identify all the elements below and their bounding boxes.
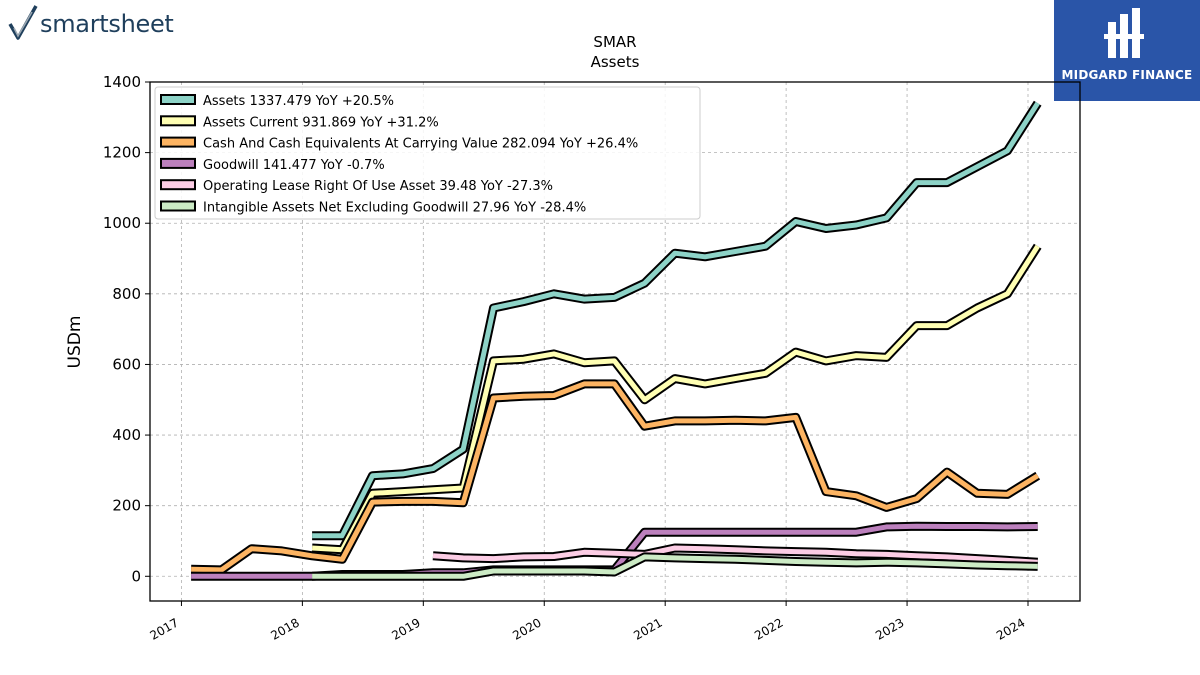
legend-entry: Operating Lease Right Of Use Asset 39.48… <box>203 179 553 194</box>
plot-frame <box>149 81 1081 602</box>
series-line <box>312 554 1038 579</box>
series-line <box>191 381 1040 573</box>
y-axis-label: USDm <box>65 316 85 369</box>
x-tick-label: 2021 <box>631 615 664 642</box>
legend-swatch <box>160 200 196 212</box>
legend-swatch <box>160 157 196 169</box>
y-tick-label: 200 <box>112 497 141 515</box>
y-axis-ticks: 0 200 400 600 800 1000 1200 1400 <box>103 73 150 585</box>
y-tick-label: 1400 <box>103 73 141 91</box>
x-tick-label: 2017 <box>147 615 180 642</box>
legend-entry: Goodwill 141.477 YoY -0.7% <box>203 158 385 173</box>
legend-swatch <box>160 136 196 148</box>
chart-subtitle: Assets <box>591 53 640 71</box>
legend-entry: Intangible Assets Net Excluding Goodwill… <box>203 201 586 216</box>
series-line <box>312 101 1040 539</box>
x-tick-label: 2020 <box>510 615 543 642</box>
midgard-finance-wordmark: MIDGARD FINANCE <box>1061 68 1193 82</box>
series-line <box>311 244 1040 553</box>
series-outline <box>190 379 1041 575</box>
y-tick-label: 0 <box>131 567 141 585</box>
y-tick-label: 1000 <box>103 214 141 232</box>
legend-swatch <box>160 179 196 191</box>
x-tick-label: 2022 <box>752 615 785 642</box>
legend-entry: Assets 1337.479 YoY +20.5% <box>203 94 394 109</box>
checkmark-logo-icon <box>8 5 38 40</box>
chart-title: SMAR <box>593 33 636 51</box>
x-tick-label: 2024 <box>994 615 1027 642</box>
smartsheet-wordmark: smartsheet <box>40 10 174 38</box>
legend-swatch <box>160 94 196 105</box>
y-tick-label: 400 <box>112 426 141 444</box>
y-tick-label: 800 <box>112 285 141 303</box>
series-line <box>432 545 1038 565</box>
legend: Assets 1337.479 YoY +20.5% Assets Current… <box>154 86 701 220</box>
y-tick-label: 1200 <box>103 144 141 162</box>
legend-entry: Assets Current 931.869 YoY +31.2% <box>203 115 439 130</box>
legend-entry: Cash And Cash Equivalents At Carrying Va… <box>203 137 638 152</box>
y-tick-label: 600 <box>112 355 141 373</box>
midgard-emblem-icon <box>1104 8 1144 58</box>
smartsheet-logo: smartsheet <box>6 4 206 44</box>
legend-swatch <box>160 115 196 127</box>
x-axis-ticks: 2017 2018 2019 2020 2021 2022 2023 2024 <box>147 601 1029 643</box>
x-tick-label: 2023 <box>873 615 906 642</box>
x-tick-label: 2018 <box>268 615 301 642</box>
legend-box <box>154 86 701 220</box>
midgard-finance-logo: MIDGARD FINANCE <box>1054 0 1200 101</box>
series-lines <box>190 100 1042 581</box>
x-tick-label: 2019 <box>389 615 422 642</box>
